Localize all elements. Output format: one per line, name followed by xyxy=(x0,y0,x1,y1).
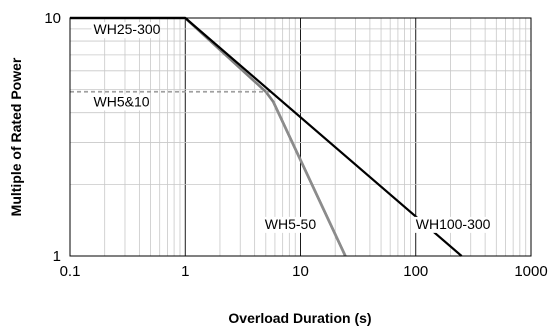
y-tick-label: 10 xyxy=(44,10,61,27)
y-tick-label: 1 xyxy=(53,248,61,265)
annotation-background xyxy=(91,22,160,39)
x-tick-label: 1 xyxy=(181,263,189,280)
annotation-background xyxy=(262,216,315,233)
grid xyxy=(69,18,531,256)
x-tick-label: 1000 xyxy=(514,263,547,280)
y-axis-title: Multiple of Rated Power xyxy=(8,57,24,216)
series-line-wh5-50 xyxy=(272,101,347,257)
annotation-background xyxy=(413,216,490,233)
x-tick-label: 10 xyxy=(292,263,309,280)
annotation-background xyxy=(91,94,144,111)
annotations: WH25-300 WH5&10 WH5-50 WH100-300 xyxy=(91,21,491,233)
series-annotation: WH25-300 xyxy=(94,21,161,37)
series-annotation: WH100-300 xyxy=(416,216,491,232)
series-annotation: WH5-50 xyxy=(265,216,317,232)
x-tick-label: 100 xyxy=(403,263,428,280)
x-tick-label: 0.1 xyxy=(60,263,81,280)
x-axis-title: Overload Duration (s) xyxy=(228,310,371,326)
plot-frame xyxy=(69,17,532,257)
series-annotation: WH5&10 xyxy=(94,93,150,109)
